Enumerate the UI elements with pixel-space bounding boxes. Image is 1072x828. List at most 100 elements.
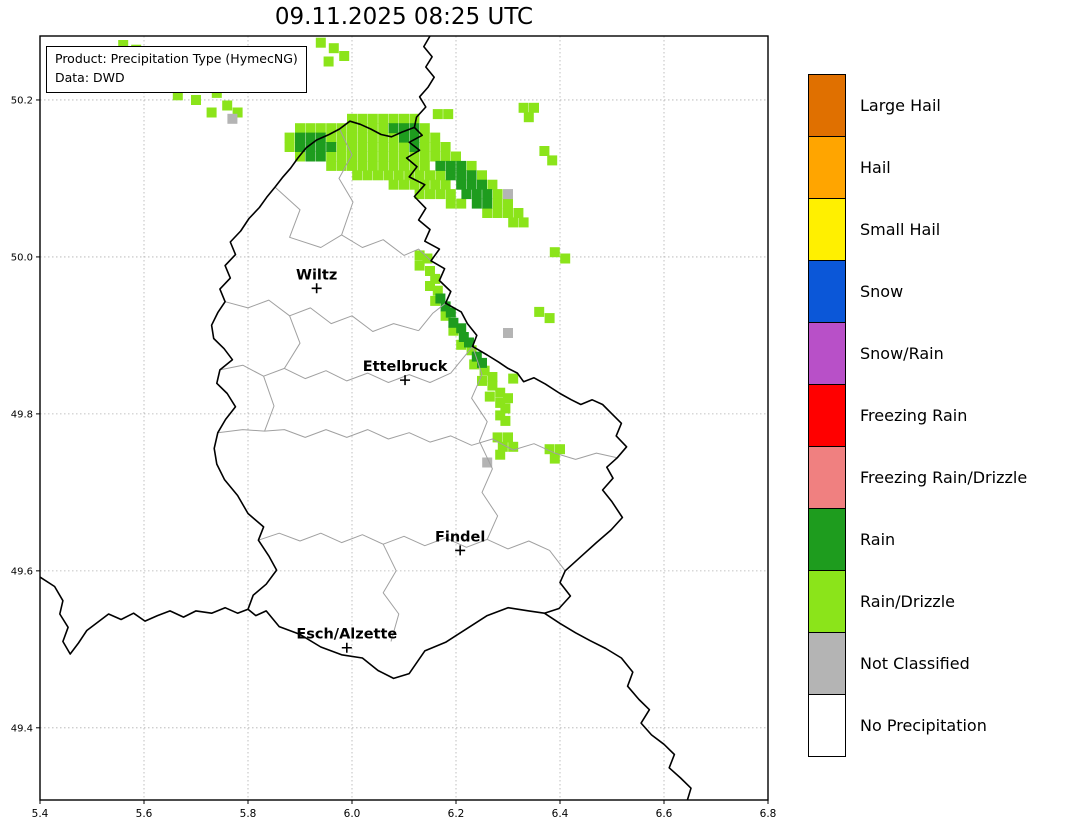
rain-drizzle-cell (445, 189, 456, 200)
rain-drizzle-cell (466, 160, 477, 171)
legend-label: Large Hail (860, 96, 941, 115)
district-border (418, 302, 446, 332)
rain-drizzle-cell (284, 142, 295, 152)
rain-drizzle-cell (378, 132, 389, 143)
rain-drizzle-cell (336, 132, 347, 143)
rain-drizzle-cell (339, 51, 350, 61)
rain-drizzle-cell (492, 208, 503, 218)
rain-drizzle-cell (487, 179, 498, 190)
rain-drizzle-cell (513, 208, 524, 218)
rain-cell (456, 323, 467, 334)
rain-drizzle-cell (367, 132, 378, 143)
x-tick-label: 6.4 (552, 808, 569, 820)
rain-drizzle-cell (508, 441, 519, 452)
x-tick-label: 5.4 (32, 808, 49, 820)
rain-cell (456, 170, 467, 181)
rain-drizzle-cell (172, 90, 183, 101)
rain-drizzle-cell (477, 375, 487, 386)
rain-drizzle-cell (347, 123, 357, 134)
rain-drizzle-cell (347, 151, 357, 162)
rain-drizzle-cell (357, 142, 368, 152)
rain-cell (388, 123, 399, 134)
city-marker (455, 545, 466, 556)
rain-drizzle-cell (469, 359, 480, 370)
rain-drizzle-cell (419, 132, 430, 143)
rain-drizzle-cell (482, 208, 493, 218)
rain-drizzle-cell (399, 113, 409, 124)
rain-drizzle-cell (414, 260, 425, 271)
rain-drizzle-cell (425, 170, 435, 181)
legend-item: Snow (808, 260, 1027, 323)
rain-cell (448, 317, 459, 328)
legend-color-swatch (808, 632, 846, 695)
city-label: Wiltz (296, 267, 337, 283)
district-border (283, 315, 301, 369)
legend-label: Not Classified (860, 654, 970, 673)
rain-drizzle-cell (487, 380, 498, 391)
rain-drizzle-cell (323, 56, 334, 67)
legend-color-swatch (808, 570, 846, 633)
legend-item: Freezing Rain/Drizzle (808, 446, 1027, 509)
rain-drizzle-cell (500, 403, 511, 414)
rain-drizzle-cell (347, 113, 357, 124)
legend-color-swatch (808, 74, 846, 137)
rain-drizzle-cell (409, 160, 420, 171)
rain-drizzle-cell (388, 151, 399, 162)
rain-drizzle-cell (367, 113, 378, 124)
rain-drizzle-cell (326, 160, 337, 171)
legend-label: No Precipitation (860, 716, 987, 735)
legend-item: Rain (808, 508, 1027, 571)
legend-item: Snow/Rain (808, 322, 1027, 385)
legend-item: No Precipitation (808, 694, 1027, 757)
rain-drizzle-cell (367, 142, 378, 152)
rain-drizzle-cell (336, 151, 347, 162)
rain-cell (295, 142, 305, 152)
rain-drizzle-cell (432, 109, 443, 120)
rain-drizzle-cell (118, 40, 129, 50)
rain-drizzle-cell (425, 266, 435, 276)
rain-drizzle-cell (430, 295, 441, 306)
district-border (382, 543, 400, 642)
rain-drizzle-cell (211, 87, 222, 98)
rain-drizzle-cell (492, 198, 503, 209)
rain-drizzle-cell (409, 113, 420, 124)
rain-drizzle-cell (399, 151, 409, 162)
rain-drizzle-cell (357, 132, 368, 143)
rain-drizzle-cell (367, 123, 378, 134)
district-border (478, 441, 499, 540)
rain-cell (305, 132, 316, 143)
legend-color-swatch (808, 508, 846, 571)
rain-drizzle-cell (326, 132, 337, 143)
rain-drizzle-cell (373, 170, 383, 181)
rain-cell (445, 307, 456, 318)
rain-drizzle-cell (430, 273, 441, 284)
rain-drizzle-cell (336, 160, 347, 171)
rain-drizzle-cell (555, 444, 565, 455)
y-tick-label: 50.2 (11, 95, 33, 106)
rain-cell (482, 198, 493, 209)
rain-drizzle-cell (435, 189, 446, 200)
rain-cell (466, 179, 477, 190)
legend-label: Freezing Rain (860, 406, 968, 425)
rain-drizzle-cell (534, 306, 545, 317)
rain-cell (477, 179, 487, 190)
rain-drizzle-cell (383, 170, 394, 181)
rain-drizzle-cell (347, 132, 357, 143)
rain-drizzle-cell (495, 397, 506, 408)
x-tick-label: 6.8 (760, 808, 777, 820)
rain-drizzle-cell (388, 132, 399, 143)
district-border (471, 346, 488, 442)
not-classified-cell (503, 328, 513, 338)
rain-drizzle-cell (492, 432, 503, 443)
rain-drizzle-cell (191, 95, 201, 105)
district-border (263, 376, 275, 432)
product-line: Product: Precipitation Type (HymecNG) (55, 51, 298, 66)
x-tick-label: 5.8 (240, 808, 257, 820)
legend-item: Freezing Rain (808, 384, 1027, 447)
rain-drizzle-cell (518, 102, 529, 113)
rain-drizzle-cell (347, 142, 357, 152)
x-tick-label: 6.0 (344, 808, 361, 820)
legend-color-swatch (808, 446, 846, 509)
legend-color-swatch (808, 694, 846, 757)
rain-drizzle-cell (399, 142, 409, 152)
